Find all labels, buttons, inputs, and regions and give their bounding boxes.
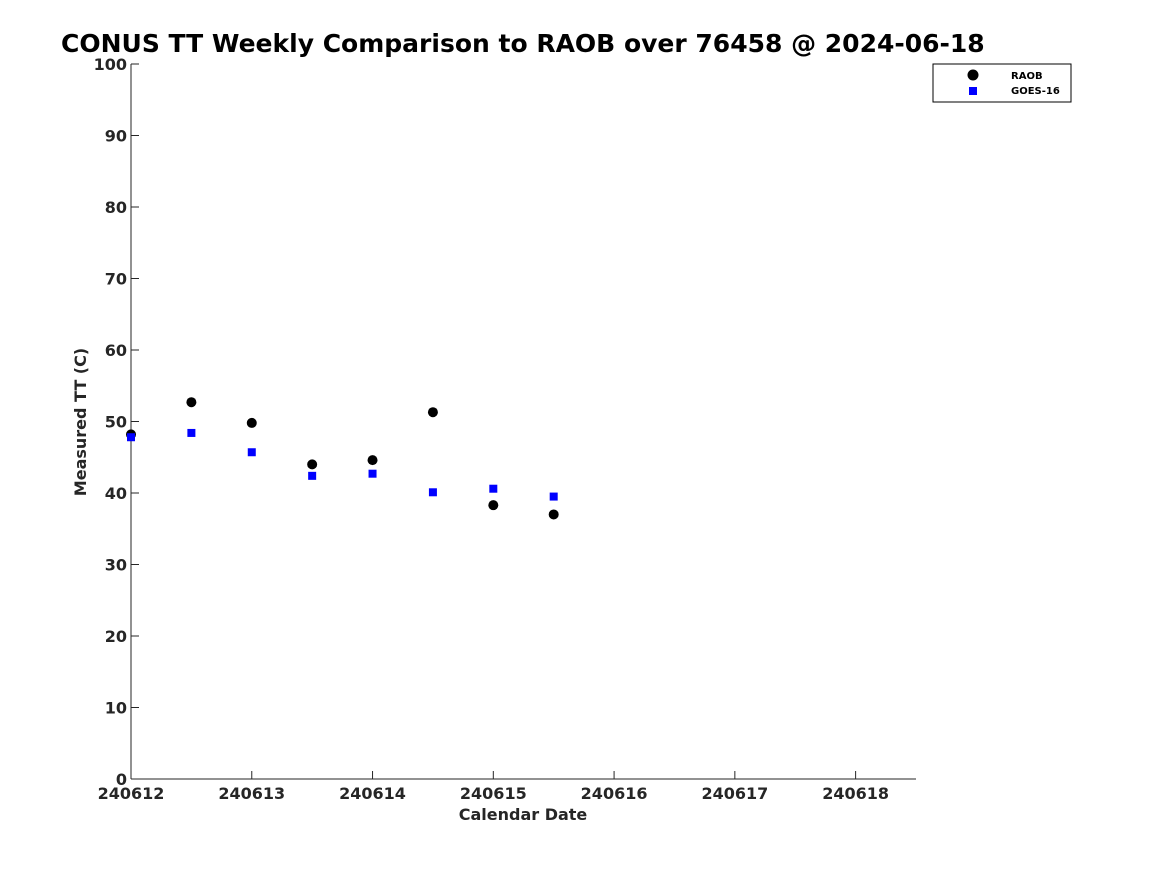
raob-point bbox=[246, 417, 257, 428]
x-tick-label: 240613 bbox=[218, 784, 285, 803]
y-ticks: 0 10 20 30 40 50 60 70 80 90 100 bbox=[94, 55, 139, 789]
legend-raob-marker bbox=[967, 69, 979, 81]
goes-16-point bbox=[308, 471, 317, 480]
goes-16-point bbox=[127, 433, 135, 442]
legend-goes-label: GOES-16 bbox=[1011, 86, 1060, 97]
raob-point bbox=[367, 455, 378, 466]
legend: RAOB GOES-16 bbox=[932, 63, 1072, 103]
y-tick-label: 50 bbox=[105, 413, 127, 432]
y-tick-label: 0 bbox=[116, 770, 127, 789]
raob-point bbox=[186, 397, 197, 408]
y-tick-label: 100 bbox=[94, 55, 127, 74]
x-tick-label: 240616 bbox=[581, 784, 648, 803]
goes-16-point bbox=[428, 488, 437, 497]
legend-goes-marker bbox=[969, 87, 977, 95]
raob-point bbox=[488, 500, 499, 511]
x-axis-label: Calendar Date bbox=[459, 805, 588, 824]
raob-point bbox=[548, 509, 559, 520]
chart-title: CONUS TT Weekly Comparison to RAOB over … bbox=[61, 29, 985, 58]
x-tick-label: 240614 bbox=[339, 784, 406, 803]
y-tick-label: 60 bbox=[105, 341, 127, 360]
y-tick-label: 10 bbox=[105, 699, 127, 718]
y-tick-label: 90 bbox=[105, 127, 127, 146]
plot-points bbox=[126, 397, 559, 520]
y-tick-label: 70 bbox=[105, 270, 127, 289]
legend-raob-label: RAOB bbox=[1011, 71, 1043, 82]
goes-16-point bbox=[247, 448, 256, 457]
y-tick-label: 40 bbox=[105, 484, 127, 503]
y-tick-label: 20 bbox=[105, 627, 127, 646]
goes-16-point bbox=[549, 492, 558, 501]
x-tick-label: 240618 bbox=[822, 784, 889, 803]
x-tick-label: 240612 bbox=[98, 784, 165, 803]
x-tick-label: 240615 bbox=[460, 784, 527, 803]
y-axis-label: Measured TT (C) bbox=[71, 348, 90, 496]
y-tick-label: 80 bbox=[105, 198, 127, 217]
x-tick-label: 240617 bbox=[701, 784, 768, 803]
goes-16-point bbox=[489, 484, 498, 493]
raob-point bbox=[307, 459, 318, 470]
y-tick-label: 30 bbox=[105, 556, 127, 575]
raob-point bbox=[427, 407, 438, 418]
goes-16-point bbox=[368, 469, 377, 478]
x-ticks: 240612 240613 240614 240615 240616 240617 2406… bbox=[98, 771, 889, 803]
goes-16-point bbox=[187, 428, 196, 437]
legend-box bbox=[932, 63, 1072, 103]
